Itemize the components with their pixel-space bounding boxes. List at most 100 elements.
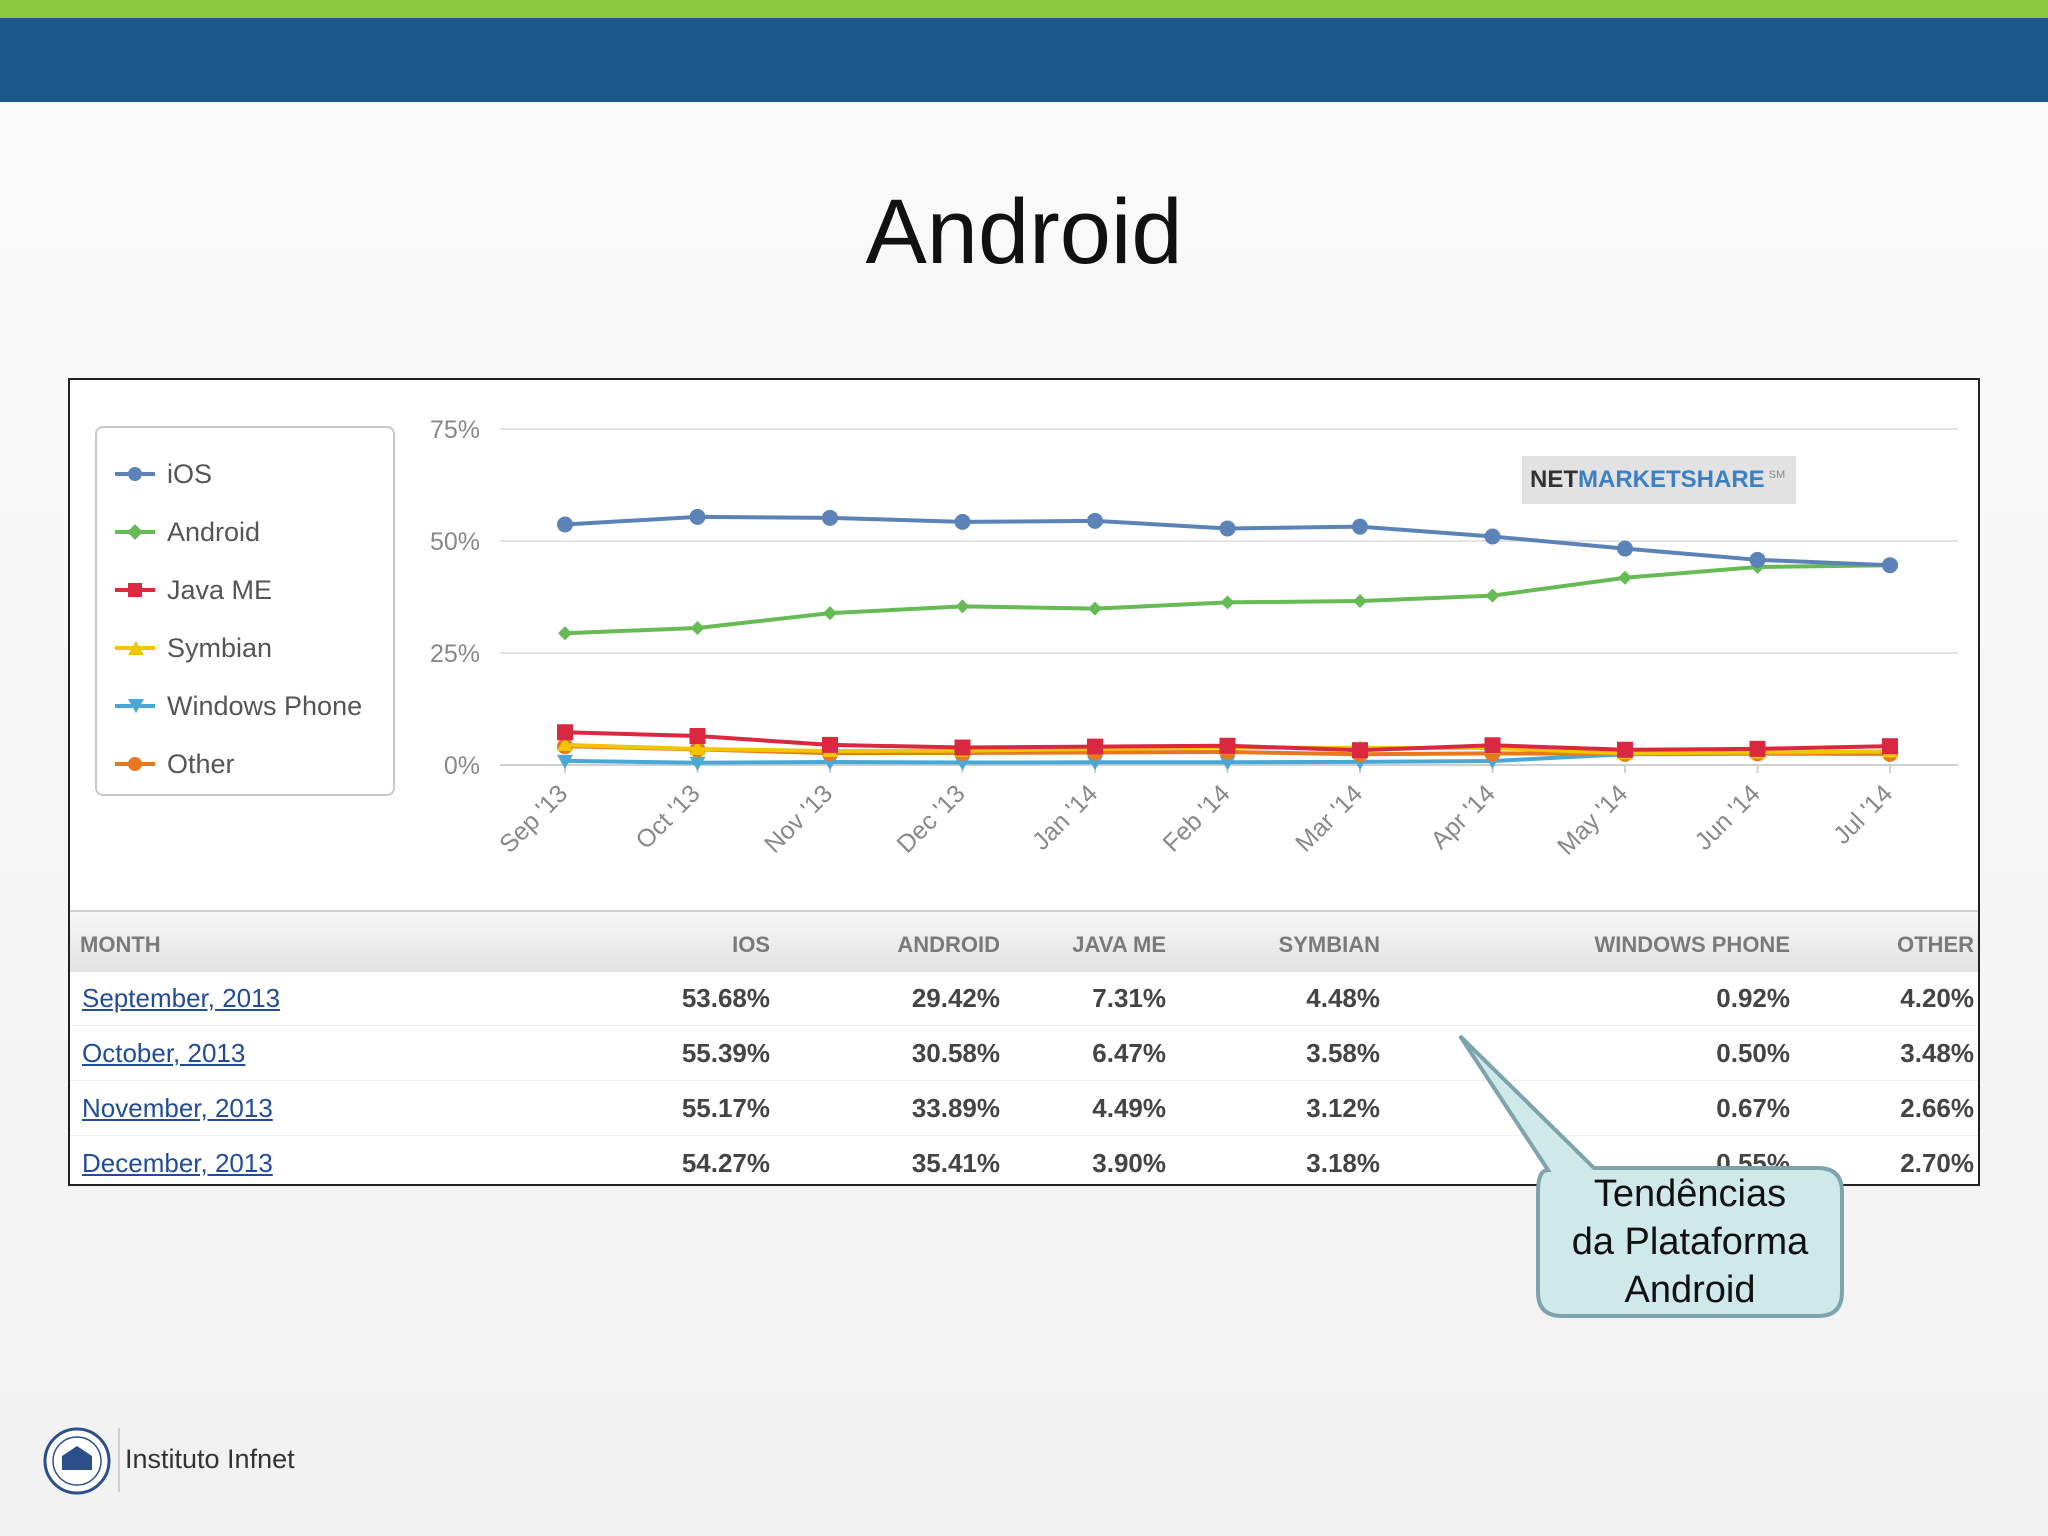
cell-windows-phone: 0.67% [1716,1093,1790,1123]
data-point-windows-phone [954,756,971,771]
data-point-ios [1882,557,1898,574]
legend-item-other[interactable]: Other [113,746,235,782]
data-point-android [558,626,572,641]
data-point-ios [822,509,838,526]
data-point-ios [1749,551,1766,568]
cell-symbian: 3.12% [1306,1093,1380,1123]
table-header: MONTH IOS ANDROID JAVA ME SYMBIAN WINDOW… [70,910,1978,972]
legend-label-symbian: Symbian [167,632,273,663]
legend-item-android[interactable]: Android [113,514,260,550]
y-tick-label: 75% [430,416,480,444]
cell-symbian: 3.58% [1306,1038,1380,1068]
cell-java-me: 3.90% [1092,1148,1166,1178]
cell-ios: 55.17% [681,1093,770,1123]
legend-label-windows-phone: Windows Phone [167,690,363,721]
data-point-ios [954,513,971,530]
slide-title: Android [865,181,1183,283]
callout-shape [1458,1034,1844,1318]
line-chart: 0%25%50%75%Sep '13 Oct '13 Nov '13 Dec '13 J… [430,416,1958,861]
row-month-link[interactable]: November, 2013 [82,1093,273,1123]
cell-windows-phone: 0.50% [1716,1038,1790,1068]
data-point-java-me [689,728,706,745]
cell-other: 4.20% [1900,983,1974,1013]
cell-windows-phone: 0.92% [1716,983,1790,1013]
callout-line-2: da Plataforma [1571,1221,1809,1263]
brand-service-mark: SM [1768,469,1786,481]
cell-other: 2.70% [1900,1148,1974,1178]
data-point-android [955,599,970,614]
data-point-java-me [954,739,971,756]
th-month: MONTH [80,932,161,957]
legend-swatch-java-me [113,575,157,605]
infnet-logo-icon [43,1427,111,1495]
cell-android: 30.58% [911,1038,1000,1068]
data-point-windows-phone [557,754,573,769]
cell-other: 2.66% [1900,1093,1974,1123]
cell-symbian: 4.48% [1306,983,1380,1013]
row-month-link[interactable]: October, 2013 [82,1038,246,1068]
logo-divider [118,1428,120,1492]
data-point-android [690,621,705,636]
data-point-windows-phone [1087,756,1103,771]
th-windows-phone: WINDOWS PHONE [1594,932,1790,957]
table-row: October, 2013 55.39% 30.58% 6.47% 3.58% … [70,1025,1978,1081]
data-point-java-me [557,724,573,741]
legend-label-android: Android [167,516,261,547]
y-tick-label: 0% [444,752,480,780]
data-point-ios [557,516,573,533]
data-point-java-me [1352,742,1368,759]
data-point-ios [1087,512,1103,529]
header-band [0,18,2048,102]
legend-label-other: Other [167,748,235,779]
legend-swatch-symbian [113,633,157,663]
legend-swatch-windows-phone [113,691,157,721]
data-point-symbian [557,736,573,751]
legend-swatch-android [113,517,157,547]
data-point-java-me [1882,738,1898,755]
data-point-android [823,606,837,621]
cell-other: 3.48% [1900,1038,1974,1068]
row-month-link[interactable]: December, 2013 [82,1148,273,1178]
legend-swatch-ios [113,459,157,489]
data-point-java-me [1219,737,1236,754]
legend-label-ios: iOS [167,458,213,489]
legend-item-java-me[interactable]: Java ME [113,572,272,608]
cell-android: 35.41% [911,1148,1000,1178]
data-point-symbian [689,740,706,755]
cell-ios: 55.39% [681,1038,770,1068]
data-point-ios [689,508,706,525]
chart-panel: 0% 25% 50% 75% Sep '13 Oct '13 Nov '13 Dec '13 J… [68,378,1980,1186]
data-point-android [1618,570,1632,585]
data-point-android [1088,601,1102,616]
callout-line-1: Tendências [1593,1173,1787,1215]
data-point-java-me [1087,738,1103,755]
legend-item-symbian[interactable]: Symbian [113,630,272,666]
th-android: ANDROID [897,932,1000,957]
row-month-link[interactable]: September, 2013 [82,983,281,1013]
th-other: OTHER [1897,932,1974,957]
legend-item-ios[interactable]: iOS [113,456,212,492]
legend-item-windows-phone[interactable]: Windows Phone [113,688,362,724]
data-point-java-me [822,736,838,753]
chart-legend: iOS Android Java ME Symbian [95,426,395,796]
data-point-ios [1617,540,1633,557]
callout-line-3: Android [1624,1269,1756,1311]
cell-ios: 53.68% [681,983,770,1013]
legend-label-java-me: Java ME [167,574,273,605]
table-row: November, 2013 55.17% 33.89% 4.49% 3.12%… [70,1080,1978,1136]
data-point-ios [1352,518,1368,535]
logo-text: Instituto Infnet [125,1444,295,1474]
data-point-android [1220,595,1235,610]
cell-ios: 54.27% [681,1148,770,1178]
data-point-windows-phone [1219,756,1236,771]
data-point-ios [1219,520,1236,537]
data-point-android [1485,588,1500,603]
data-point-windows-phone [689,756,706,771]
brand-net: NET [1530,466,1578,493]
callout-text: Tendências da Plataforma Android [1540,1170,1840,1314]
cell-android: 33.89% [911,1093,1000,1123]
cell-java-me: 6.47% [1092,1038,1166,1068]
y-tick-label: 50% [430,528,480,556]
y-tick-label: 25% [430,640,480,668]
